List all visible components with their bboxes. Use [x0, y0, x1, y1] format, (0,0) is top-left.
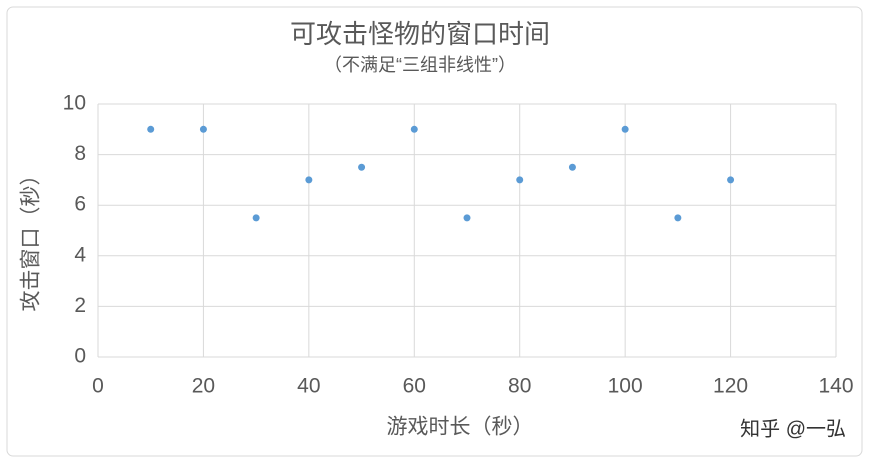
point: [516, 176, 524, 184]
point: [727, 176, 735, 184]
point: [410, 125, 418, 133]
point: [674, 214, 682, 222]
y-axis-label: 攻击窗口（秒）: [20, 165, 43, 312]
chart-title: 可攻击怪物的窗口时间: [290, 19, 550, 49]
x-tick-label: 60: [403, 375, 426, 398]
point: [199, 125, 207, 133]
watermark: 知乎 @一弘: [740, 417, 846, 440]
point: [305, 176, 313, 184]
point: [568, 163, 576, 171]
point: [463, 214, 471, 222]
x-tick-label: 100: [608, 375, 643, 398]
x-axis-label: 游戏时长（秒）: [387, 416, 534, 439]
point: [621, 125, 629, 133]
y-tick-label: 8: [74, 142, 86, 165]
point: [358, 163, 366, 171]
x-tick-label: 140: [818, 375, 853, 398]
point: [147, 125, 155, 133]
y-tick-label: 6: [74, 193, 86, 216]
chart-subtitle: （不满足“三组非线性”）: [324, 55, 516, 75]
chart-border: [6, 6, 863, 457]
y-tick-label: 0: [74, 345, 86, 368]
y-tick-label: 4: [74, 243, 86, 266]
x-tick-label: 0: [92, 375, 104, 398]
point: [252, 214, 260, 222]
y-tick-label: 10: [63, 92, 86, 115]
y-tick-label: 2: [74, 294, 86, 317]
x-tick-label: 40: [297, 375, 320, 398]
x-tick-label: 120: [713, 375, 748, 398]
x-tick-label: 80: [508, 375, 531, 398]
x-tick-label: 20: [192, 375, 215, 398]
